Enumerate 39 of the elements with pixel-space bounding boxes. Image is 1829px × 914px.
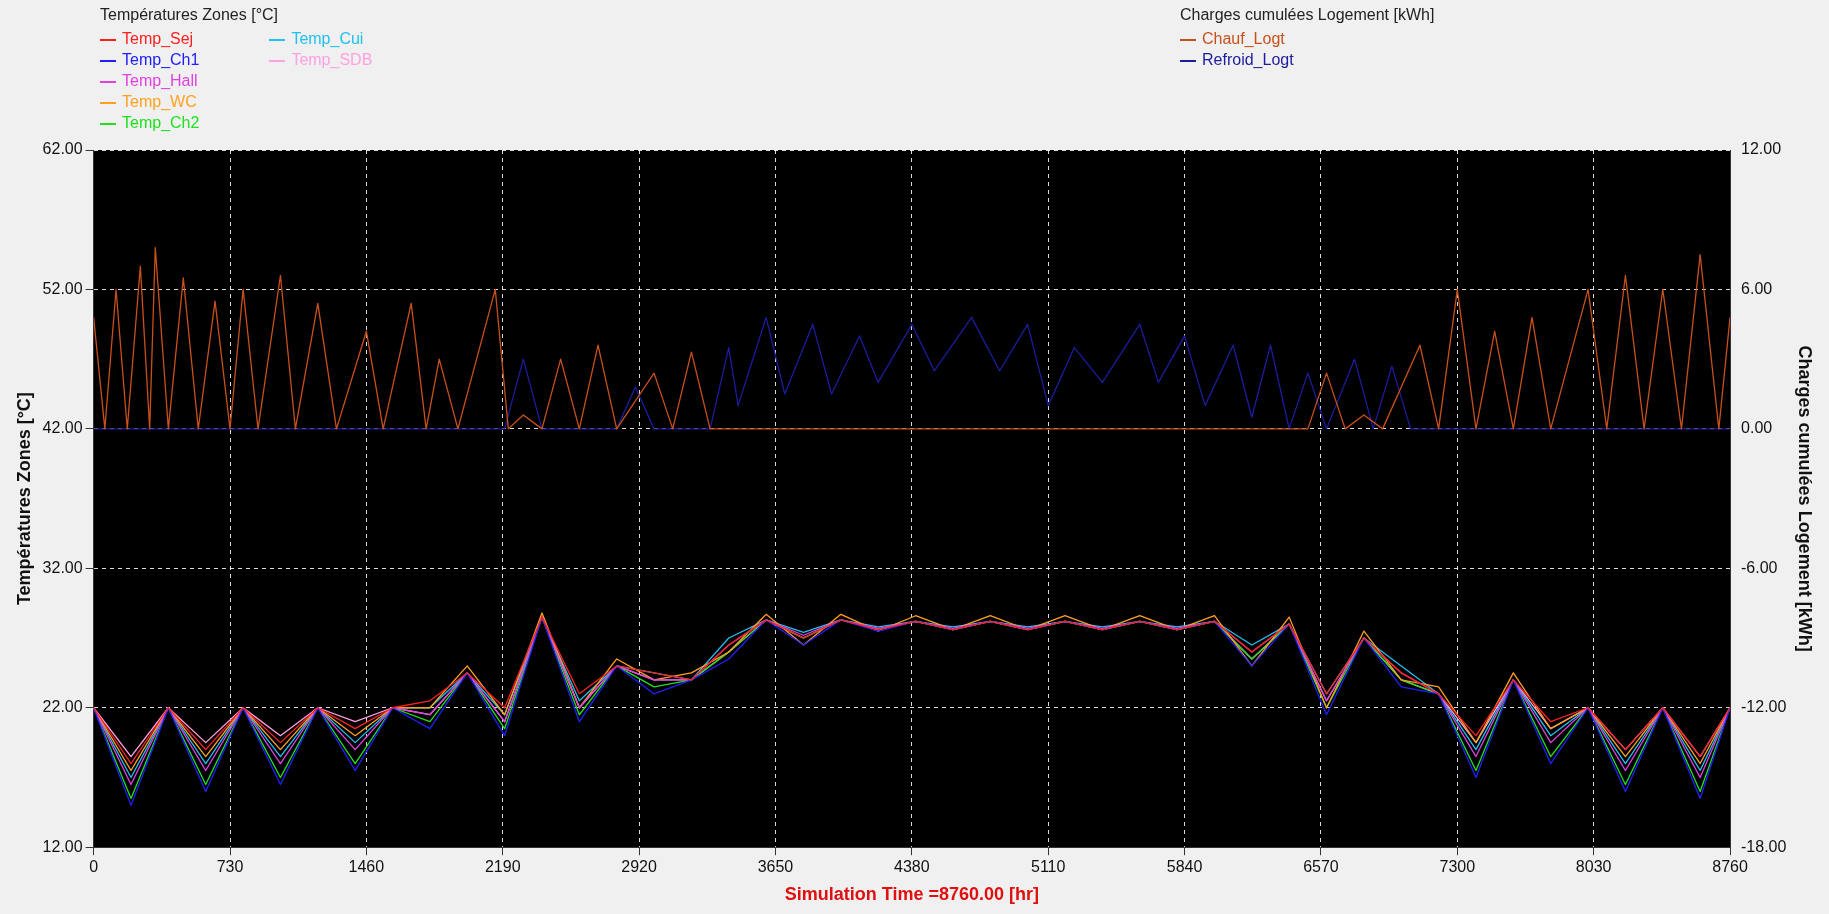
legend-label: Temp_Ch2 bbox=[121, 113, 200, 133]
y2-tick-label: -18.00 bbox=[1741, 837, 1787, 855]
y-tick-label: 32.00 bbox=[42, 558, 83, 576]
x-tick-label: 1460 bbox=[348, 858, 385, 876]
y2-tick-label: -6.00 bbox=[1741, 558, 1778, 576]
x-tick-label: 8030 bbox=[1575, 858, 1612, 876]
x-tick-label: 7300 bbox=[1439, 858, 1476, 876]
text: Températures Zones [°C] bbox=[100, 6, 280, 24]
text: Charges cumulées Logement [kWh] bbox=[1180, 6, 1435, 24]
legend-label: Temp_Hall bbox=[121, 71, 199, 91]
x-tick-label: 730 bbox=[216, 858, 244, 876]
y2-tick-label: 12.00 bbox=[1741, 140, 1782, 158]
y-tick-label: 12.00 bbox=[42, 837, 83, 855]
x-tick-label: 0 bbox=[89, 858, 99, 876]
y2-tick-label: -12.00 bbox=[1741, 698, 1787, 716]
y-tick-label: 22.00 bbox=[42, 698, 83, 716]
legend-label: Chauf_Logt bbox=[1201, 29, 1286, 49]
y2-axis-title: Charges cumulées Logement [kWh] bbox=[1795, 345, 1816, 652]
y2-tick-label: 0.00 bbox=[1741, 419, 1773, 437]
y2-tick-label: 6.00 bbox=[1741, 279, 1773, 297]
legend-label: Temp_Ch1 bbox=[121, 50, 200, 70]
y-tick-label: 42.00 bbox=[42, 419, 83, 437]
legend-label: Temp_Sej bbox=[121, 29, 195, 49]
legend-label: Refroid_Logt bbox=[1201, 50, 1294, 70]
x-tick-label: 5110 bbox=[1031, 858, 1066, 876]
legend-label: Temp_Cui bbox=[290, 29, 365, 49]
y-tick-label: 52.00 bbox=[42, 279, 83, 297]
x-tick-label: 5840 bbox=[1166, 858, 1203, 876]
x-tick-label: 2190 bbox=[484, 858, 521, 876]
legend-label: Temp_WC bbox=[121, 92, 198, 112]
x-tick-label: 8760 bbox=[1712, 858, 1748, 876]
x-tick-label: 2920 bbox=[621, 858, 657, 876]
legend-label: Temp_SDB bbox=[290, 50, 373, 70]
x-tick-label: 3650 bbox=[757, 858, 794, 876]
y-axis-title: Températures Zones [°C] bbox=[13, 392, 34, 606]
x-tick-label: 6570 bbox=[1303, 858, 1339, 876]
x-axis-title: Simulation Time =8760.00 [hr] bbox=[784, 884, 1039, 905]
y-tick-label: 62.00 bbox=[42, 140, 83, 158]
x-tick-label: 4380 bbox=[894, 858, 930, 876]
